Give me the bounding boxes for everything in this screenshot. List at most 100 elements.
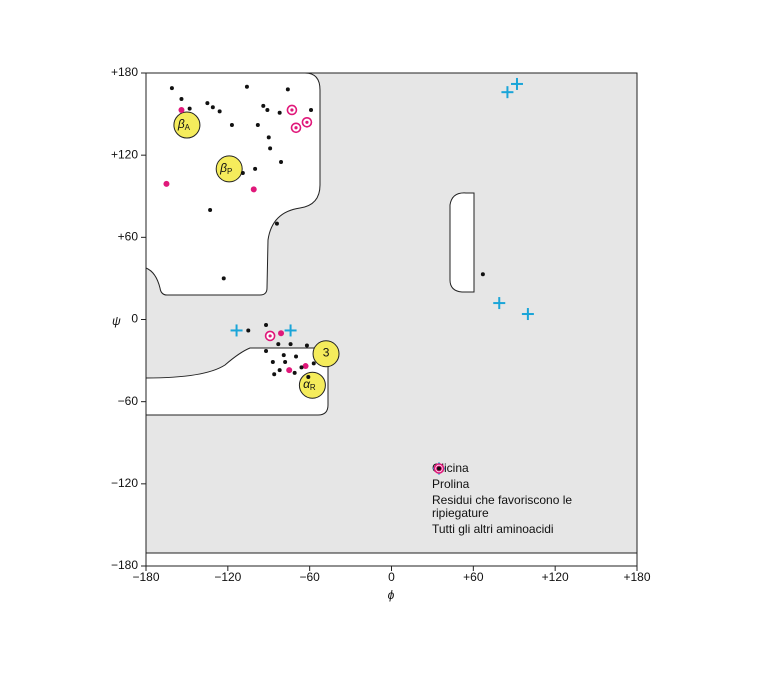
- y-tick-label: −120: [111, 476, 138, 490]
- x-tick-label: +180: [623, 570, 650, 584]
- region-badge: [298, 371, 326, 399]
- point: [244, 84, 249, 89]
- dot: [274, 221, 279, 226]
- point: [163, 180, 170, 187]
- point: [178, 106, 185, 113]
- point: [278, 330, 285, 337]
- dot: [264, 348, 269, 353]
- legend-label: Residui che favoriscono le ripiegature: [432, 493, 573, 520]
- dot: [292, 370, 297, 375]
- legend-symbol: [437, 466, 441, 471]
- x-tick-label: −180: [132, 570, 159, 584]
- dot: [253, 166, 258, 171]
- dot: [283, 359, 288, 364]
- point: [294, 354, 299, 359]
- dot: [281, 353, 286, 358]
- legend-item: Glicina: [432, 462, 607, 475]
- point: [274, 221, 279, 226]
- point: [306, 375, 311, 380]
- region-label: 3: [323, 346, 330, 360]
- region-symbol: β: [177, 117, 185, 131]
- point: [281, 353, 286, 358]
- point: [304, 343, 309, 348]
- region-symbol: 3: [323, 346, 330, 360]
- dot: [277, 110, 282, 115]
- point: [268, 146, 273, 151]
- region-badge: [312, 340, 340, 368]
- region-badge: [173, 111, 201, 139]
- dot: [264, 322, 269, 327]
- point: [205, 101, 210, 106]
- point: [301, 117, 313, 128]
- dot: [286, 367, 293, 374]
- ring-center: [305, 120, 309, 124]
- legend-label: Prolina: [432, 477, 470, 491]
- point: [179, 97, 184, 102]
- dot: [266, 135, 271, 140]
- point: [187, 106, 192, 111]
- y-tick-label: −60: [118, 394, 139, 408]
- point: [210, 105, 215, 110]
- dot: [229, 123, 234, 128]
- dot: [437, 466, 441, 471]
- allowed-region: [145, 552, 638, 567]
- region-subscript: R: [310, 383, 316, 392]
- dot: [246, 328, 251, 333]
- point: [302, 363, 309, 370]
- point: [285, 87, 290, 92]
- point: [276, 342, 281, 347]
- region-label: βP: [219, 161, 232, 176]
- dot: [299, 365, 304, 370]
- point: [255, 123, 260, 128]
- x-axis-label: ϕ: [388, 588, 395, 602]
- point: [230, 324, 243, 337]
- dot: [311, 361, 316, 366]
- point: [286, 104, 298, 116]
- dot: [294, 354, 299, 359]
- point: [266, 135, 271, 140]
- point: [208, 207, 213, 212]
- dot: [244, 84, 249, 89]
- point: [229, 123, 234, 128]
- point: [521, 308, 534, 321]
- point: [277, 110, 282, 115]
- legend-item: Residui che favoriscono le ripiegature: [432, 465, 607, 520]
- point: [309, 107, 314, 112]
- dot: [304, 343, 309, 348]
- ring-center: [290, 108, 294, 112]
- legend: Glicina Prolina Residui che favoriscono le…: [432, 462, 607, 539]
- point: [290, 122, 302, 134]
- point: [286, 367, 293, 374]
- y-tick-label: +120: [111, 147, 138, 161]
- point: [264, 322, 269, 327]
- y-tick-label: +180: [111, 65, 138, 79]
- dot: [187, 106, 192, 111]
- point: [283, 359, 288, 364]
- legend-item: Prolina: [432, 463, 607, 491]
- y-tick-label: 0: [131, 312, 138, 326]
- point: [292, 370, 297, 375]
- dot: [255, 123, 260, 128]
- legend-item: Tutti gli altri aminoacidi: [432, 466, 607, 536]
- dot: [302, 363, 309, 370]
- point: [169, 86, 174, 91]
- region-badge: [215, 155, 243, 183]
- y-tick-label: −180: [111, 558, 138, 572]
- y-axis-label: ψ: [112, 314, 121, 328]
- point: [253, 166, 258, 171]
- dot: [277, 368, 282, 373]
- dot: [278, 330, 285, 337]
- dot: [250, 186, 257, 193]
- point: [493, 297, 506, 310]
- dot: [163, 180, 170, 187]
- dot: [480, 272, 485, 277]
- x-tick-label: −60: [299, 570, 320, 584]
- region-label: αR: [303, 377, 316, 392]
- dot: [179, 97, 184, 102]
- point: [288, 342, 293, 347]
- dot: [288, 342, 293, 347]
- point: [510, 77, 523, 90]
- region-symbol: β: [219, 161, 227, 175]
- dot: [205, 101, 210, 106]
